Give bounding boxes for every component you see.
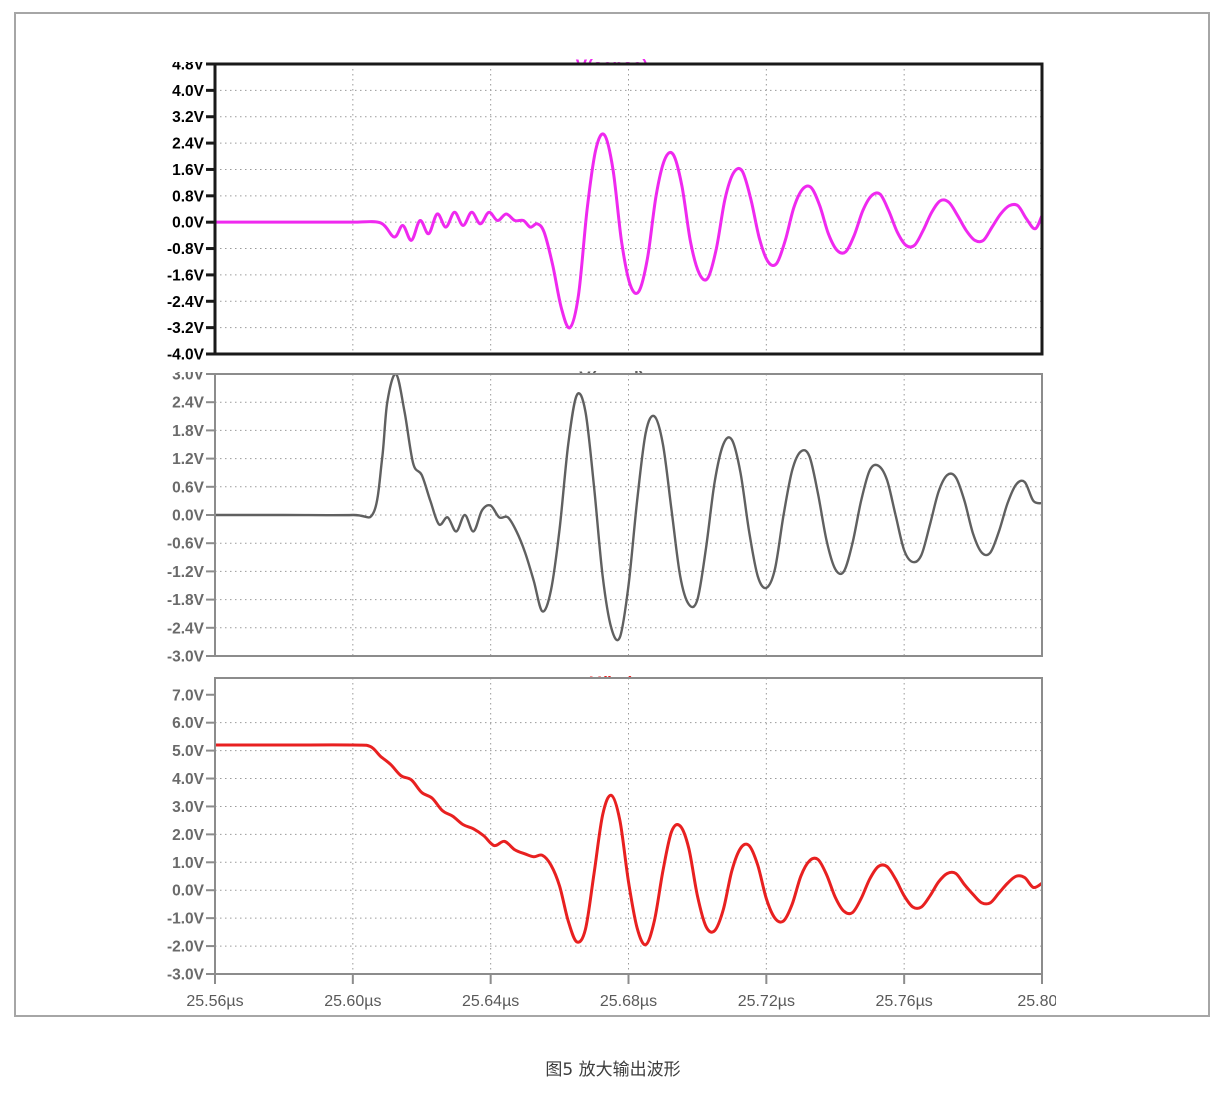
y-axis-tick-label: 1.2V [172,451,205,468]
waveform-panel-bg: 7.0V 6.0V 5.0V 4.0V 3.0V 2.0V 1.0V 0.0V -1.0V -2.… [152,676,1056,1022]
waveform-panel-pgnd: 3.0V 2.4V 1.8V 1.2V 0.6V 0.0V -0.6V -1.2V -1.8V -… [152,372,1056,662]
y-axis-tick-label: 5.0V [172,743,205,760]
x-axis-tick-label: 25.64µs [462,993,519,1010]
x-axis-tick-label: 25.76µs [876,993,933,1010]
figure-caption: 图5 放大输出波形 [545,1060,681,1080]
y-axis-tick-label: 3.0V [172,372,205,384]
x-axis-tick-label: 25.68µs [600,993,657,1010]
y-axis-tick-label: -3.0V [167,967,205,984]
y-axis-tick-label: 2.0V [172,827,205,844]
waveform-svg-sense: 4.8V 4.0V 3.2V 2.4V 1.6V 0.8V 0.0V -0.8V -1.6V -2… [167,62,1044,361]
y-axis-tick-label: 3.2V [172,109,205,126]
plot-frame [214,373,1043,657]
y-axis-tick-label: 3.0V [172,799,205,816]
y-axis-tick-label: 4.0V [172,83,205,100]
waveform-panel-sense: 4.8V 4.0V 3.2V 2.4V 1.6V 0.8V 0.0V -0.8V -1.6V -2… [152,62,1056,360]
x-axis-tick-label: 25.72µs [738,993,795,1010]
y-axis-tick-label: 0.0V [172,508,205,525]
y-axis-tick-label: -1.0V [167,911,205,928]
x-axis-tick-label: 25.60µs [324,993,381,1010]
waveform-trace-pgnd [215,374,1042,642]
plot-frame [213,62,1044,356]
y-axis-tick-label: -2.4V [167,620,205,637]
y-axis-tick-label: -3.0V [167,649,205,663]
y-axis-tick-label: 0.8V [172,188,205,205]
y-axis-tick-label: 1.6V [172,162,205,179]
y-axis-tick-label: 0.6V [172,479,205,496]
y-axis-tick-label: 1.0V [172,855,205,872]
y-axis-tick-label: -0.6V [167,536,205,553]
y-axis-tick-label: -3.2V [167,320,205,337]
x-axis-tick-label: 25.80µ [1017,993,1056,1010]
y-axis-tick-label: -1.6V [167,267,205,284]
y-axis-tick-label: 0.0V [172,883,205,900]
y-axis-tick-label: 2.4V [172,136,205,153]
y-axis-tick-label: -0.8V [167,241,205,258]
waveform-svg-pgnd: 3.0V 2.4V 1.8V 1.2V 0.6V 0.0V -0.6V -1.2V -1.8V -… [167,372,1043,663]
y-axis-tick-label: 1.8V [172,423,205,440]
y-axis-tick-label: -4.0V [167,347,205,361]
plot-background [215,678,1042,974]
waveform-svg-bg: 7.0V 6.0V 5.0V 4.0V 3.0V 2.0V 1.0V 0.0V -1.0V -2.… [167,677,1056,1010]
y-axis-tick-label: 4.0V [172,771,205,788]
waveform-trace-bg [215,743,1042,947]
y-axis-tick-label: -2.0V [167,939,205,956]
y-axis-tick-label: 4.8V [172,62,205,74]
y-axis-tick-label: 0.0V [172,215,205,232]
figure-frame: V(sense) 4.8V4.0V3.2V2.4V1.6V0.8V0.0V-0.… [14,12,1210,1017]
y-axis-tick-label: 7.0V [172,687,205,704]
y-axis-tick-label: -1.2V [167,564,205,581]
y-axis-tick-label: 2.4V [172,395,205,412]
y-axis-tick-label: -2.4V [167,294,205,311]
y-axis-tick-label: -1.8V [167,592,205,609]
waveform-trace-sense [215,132,1042,330]
x-axis-tick-label: 25.56µs [186,993,243,1010]
y-axis-tick-label: 6.0V [172,715,205,732]
